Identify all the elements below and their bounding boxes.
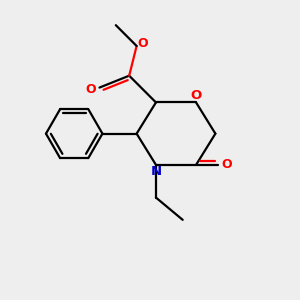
Text: O: O	[86, 82, 97, 96]
Text: O: O	[138, 37, 148, 50]
Text: O: O	[221, 158, 232, 171]
Text: N: N	[150, 165, 161, 178]
Text: O: O	[190, 89, 202, 102]
